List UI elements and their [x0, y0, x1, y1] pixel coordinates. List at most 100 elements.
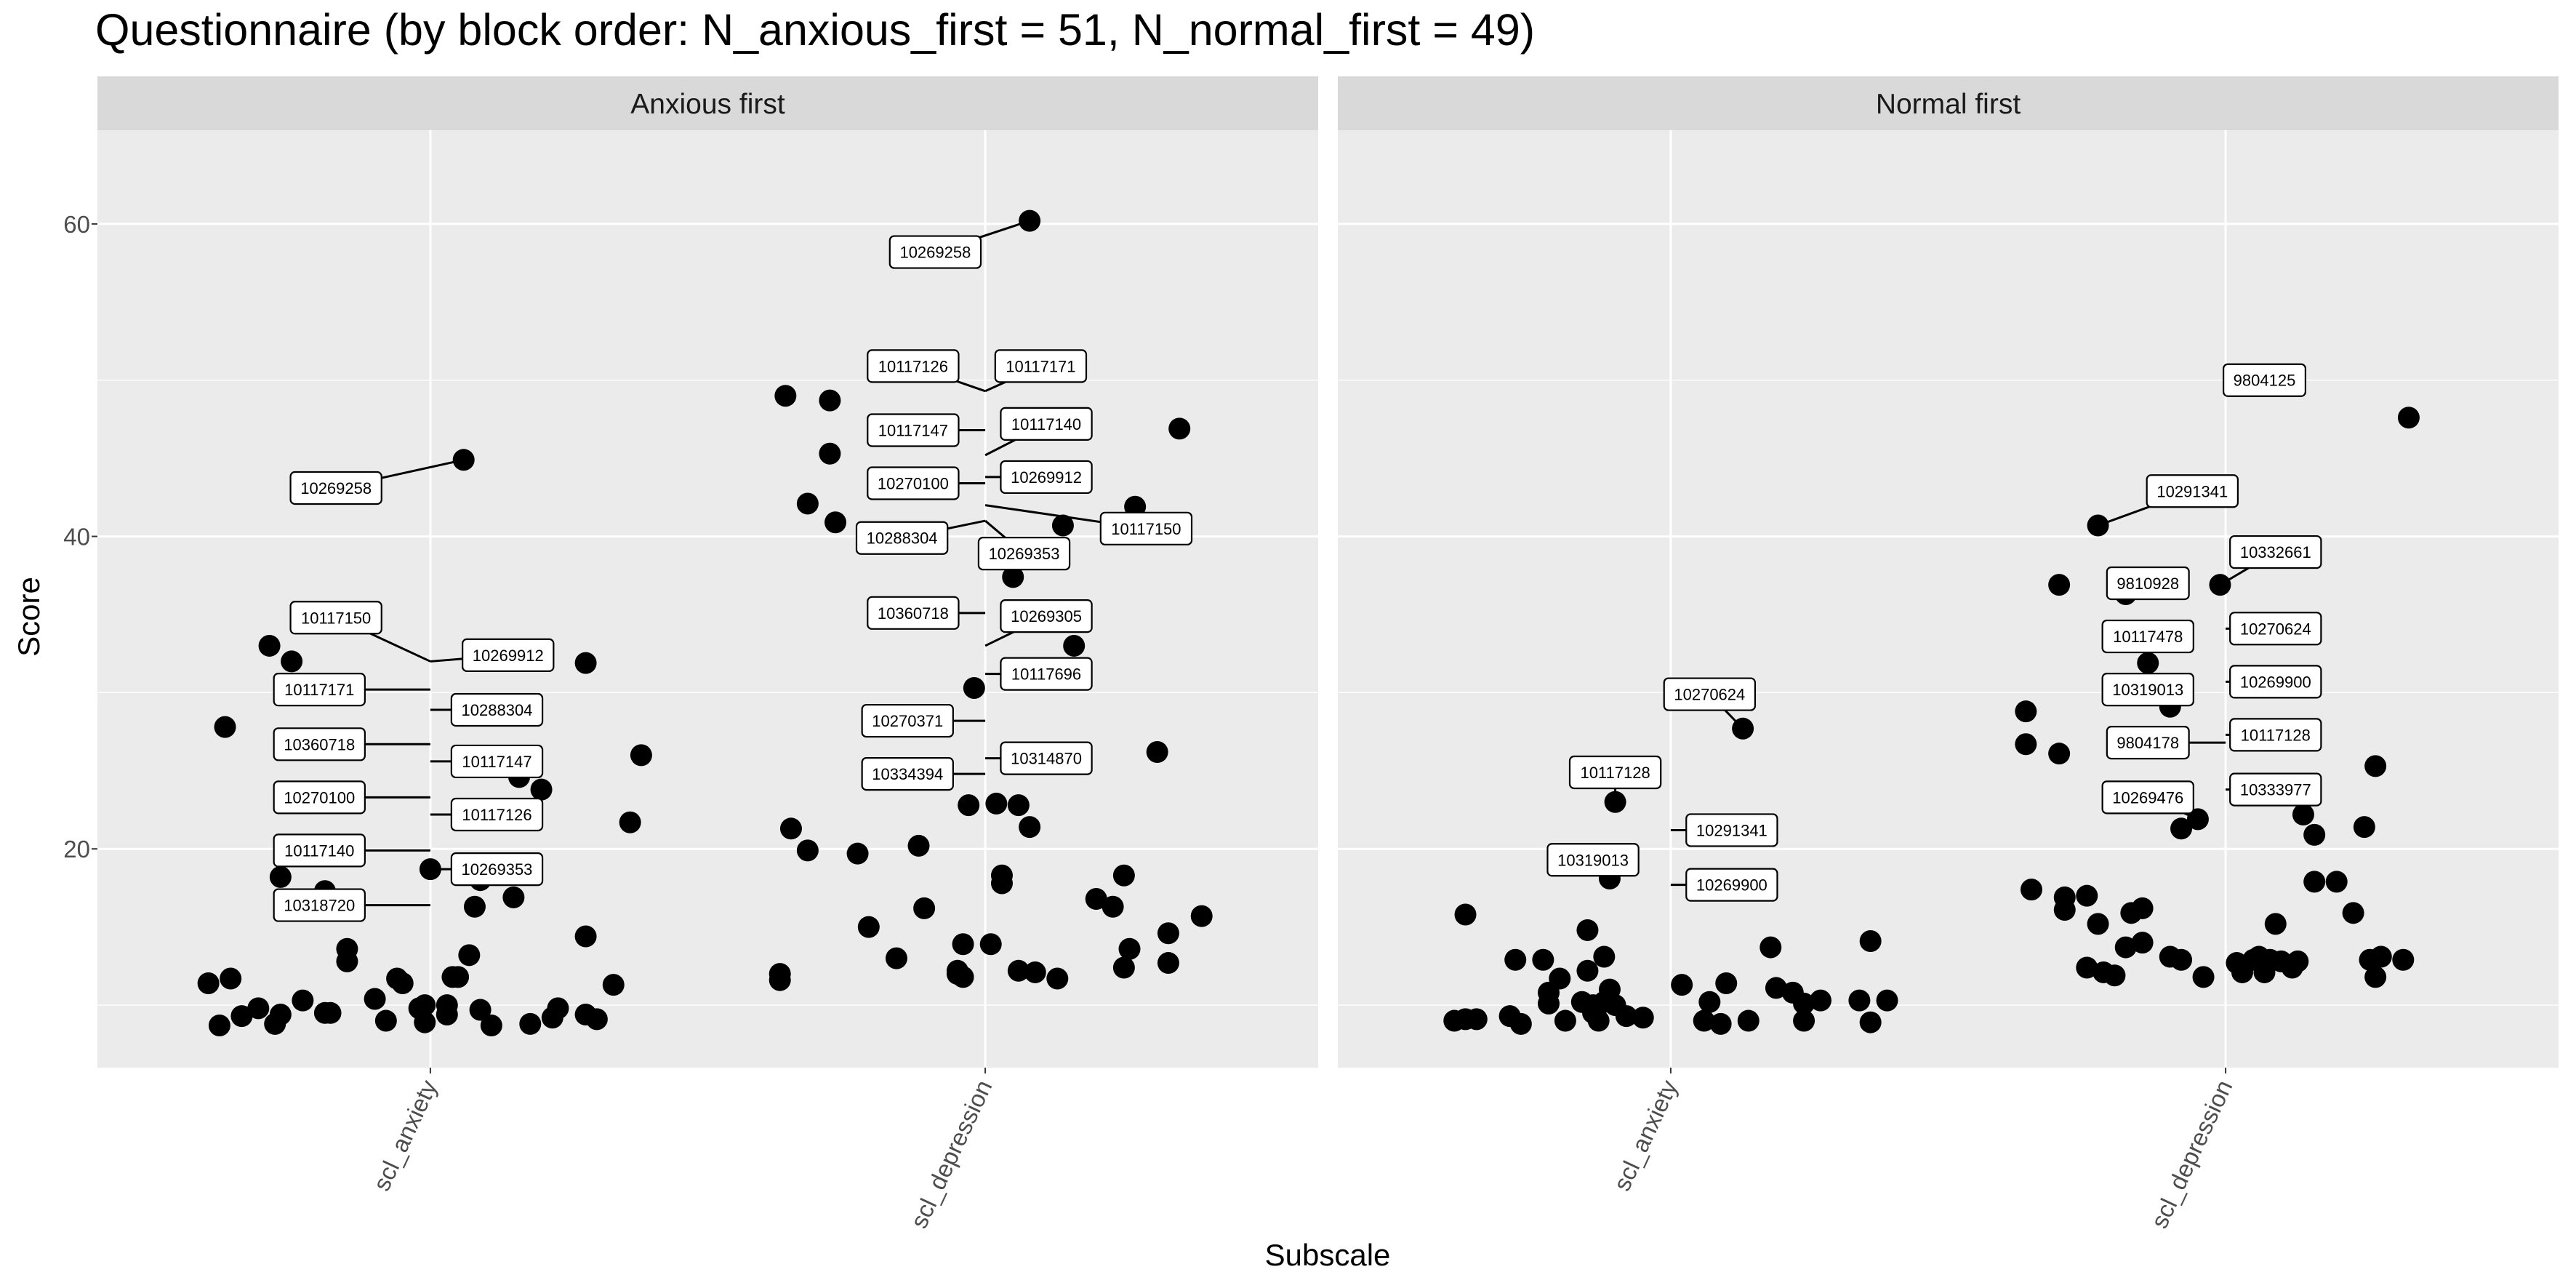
data-point: [979, 933, 1002, 956]
data-point: [2048, 743, 2071, 765]
data-point: [208, 1014, 230, 1036]
data-point: [2131, 932, 2154, 954]
data-point: [1671, 974, 1693, 996]
point-label: 10288304: [450, 692, 544, 727]
point-label-box: [867, 466, 960, 500]
data-point: [1190, 905, 1213, 927]
point-label: 10270624: [1663, 677, 1757, 711]
point-label: 9804125: [2223, 363, 2307, 397]
point-label-box: [289, 601, 382, 635]
point-label-box: [273, 727, 366, 761]
data-point: [2114, 936, 2137, 959]
data-point: [530, 778, 553, 801]
point-label-text: 10117128: [2241, 726, 2311, 744]
point-label-text: 10269912: [473, 647, 544, 665]
facet-strip-label: Normal first: [1876, 89, 2021, 120]
point-label: 10269305: [1000, 599, 1093, 633]
point-label-box: [977, 537, 1071, 571]
point-label-text: 10314870: [1011, 750, 1082, 768]
point-label-box: [2229, 718, 2322, 752]
point-label: 10117171: [273, 673, 366, 707]
y-tick-label: 40: [63, 524, 90, 551]
point-label-text: 10117150: [301, 609, 371, 627]
data-point: [1112, 956, 1135, 979]
data-point: [336, 937, 358, 960]
data-point: [2303, 871, 2326, 893]
facet-strip: [97, 76, 1318, 130]
point-label: 10269353: [977, 537, 1071, 571]
point-label-text: 10269353: [462, 860, 533, 879]
point-label: 10291341: [2146, 474, 2239, 508]
point-label-text: 10269900: [1696, 876, 1768, 895]
point-label-box: [867, 413, 960, 447]
data-point: [463, 895, 486, 918]
data-point: [2103, 964, 2126, 987]
data-point: [1693, 1009, 1715, 1032]
point-label-text: 10117147: [462, 753, 531, 771]
point-label-text: 10269900: [2240, 673, 2311, 691]
data-point: [857, 916, 880, 938]
data-point: [547, 997, 569, 1020]
data-point: [258, 634, 281, 657]
data-point: [774, 385, 797, 407]
point-label-box: [1685, 813, 1778, 847]
point-label: 10269912: [1000, 460, 1093, 495]
point-label: 10269258: [888, 235, 982, 269]
data-point: [1709, 1012, 1732, 1035]
data-point: [2076, 956, 2098, 979]
point-label-box: [2106, 726, 2190, 760]
data-point: [2087, 514, 2109, 537]
data-point: [230, 1005, 253, 1028]
point-label: 10288304: [855, 521, 949, 555]
point-label-text: 10288304: [867, 529, 938, 548]
data-point: [391, 972, 414, 994]
data-point: [574, 925, 597, 948]
data-point: [819, 442, 841, 465]
point-label: 10117126: [867, 349, 960, 383]
data-point: [779, 817, 802, 840]
point-label: 10117147: [450, 744, 544, 779]
data-point: [2015, 700, 2037, 723]
facet-strip: [1338, 76, 2559, 130]
point-label-box: [1663, 677, 1757, 711]
point-label-text: 10117171: [284, 681, 354, 699]
point-label-text: 10270100: [284, 788, 355, 807]
point-label-text: 10269258: [899, 244, 971, 262]
data-point: [1732, 717, 1754, 740]
point-label-text: 10269912: [1011, 468, 1082, 487]
point-label: 10270371: [861, 703, 954, 738]
data-point: [519, 1012, 542, 1035]
point-label-text: 10270624: [2240, 620, 2311, 638]
point-label-text: 10332661: [2240, 543, 2311, 561]
data-point: [1168, 417, 1191, 440]
data-point: [1465, 1008, 1488, 1031]
data-point: [1509, 1012, 1532, 1035]
data-point: [1576, 959, 1599, 982]
data-point: [414, 994, 436, 1017]
data-point: [574, 1003, 597, 1025]
data-point: [1024, 961, 1046, 983]
point-label-box: [450, 744, 544, 779]
point-label-box: [2229, 535, 2322, 569]
data-point: [480, 1014, 502, 1036]
point-label-box: [994, 349, 1088, 383]
point-label-text: 10117171: [1006, 357, 1075, 375]
data-point: [502, 886, 525, 908]
point-label-text: 10333977: [2240, 781, 2311, 799]
data-point: [214, 716, 236, 738]
point-label-text: 10117126: [878, 357, 948, 375]
data-point: [2392, 948, 2415, 971]
data-point: [269, 1003, 292, 1025]
data-point: [1615, 1005, 1637, 1028]
point-label-box: [1546, 843, 1640, 877]
data-point: [2020, 879, 2042, 901]
data-point: [963, 676, 985, 699]
point-label-box: [2223, 363, 2307, 397]
point-label: 10269912: [462, 638, 555, 672]
data-point: [796, 492, 819, 515]
x-tick-label: scl_depression: [2146, 1076, 2238, 1232]
data-point: [819, 389, 841, 412]
data-point: [1593, 945, 1616, 968]
chart-title: Questionnaire (by block order: N_anxious…: [95, 5, 1536, 55]
panel-background: [97, 130, 1318, 1068]
